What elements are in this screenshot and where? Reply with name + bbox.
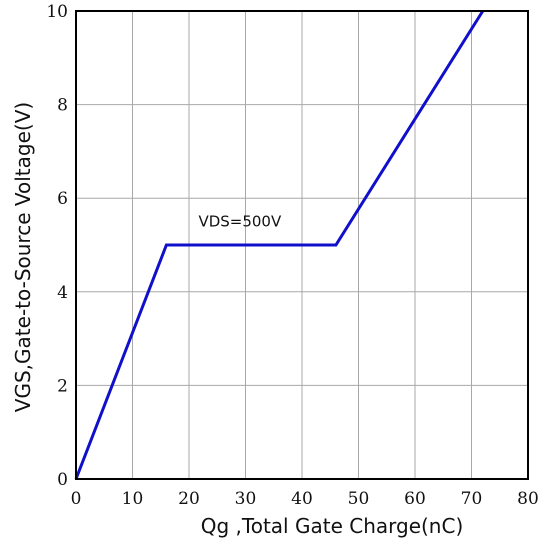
y-tick-label: 4 <box>57 283 68 303</box>
y-tick-label: 6 <box>57 189 68 209</box>
chart-annotation: VDS=500V <box>198 212 282 230</box>
x-tick-label: 20 <box>178 489 200 509</box>
y-tick-label: 10 <box>46 2 68 22</box>
y-tick-labels: 0 2 4 6 8 10 <box>46 2 68 490</box>
y-tick-label: 0 <box>57 470 68 490</box>
plot-frame <box>75 10 529 480</box>
series-line <box>74 10 485 480</box>
y-tick-label: 2 <box>57 376 68 396</box>
x-tick-label: 40 <box>291 489 313 509</box>
x-tick-label: 10 <box>122 489 144 509</box>
annotation-layer: VDS=500V <box>198 212 282 230</box>
x-tick-label: 0 <box>71 489 82 509</box>
x-tick-label: 60 <box>404 489 426 509</box>
x-tick-label: 30 <box>235 489 257 509</box>
x-axis-title: Qg ,Total Gate Charge(nC) <box>201 514 464 538</box>
y-axis-title: VGS,Gate-to-Source Voltage(V) <box>11 102 35 412</box>
x-tick-labels: 0 10 20 30 40 50 60 70 80 <box>71 489 539 509</box>
x-tick-label: 50 <box>348 489 370 509</box>
series-layer <box>74 10 485 480</box>
y-tick-label: 8 <box>57 96 68 116</box>
x-tick-label: 70 <box>461 489 483 509</box>
grid-lines <box>76 11 528 479</box>
x-tick-label: 80 <box>517 489 539 509</box>
